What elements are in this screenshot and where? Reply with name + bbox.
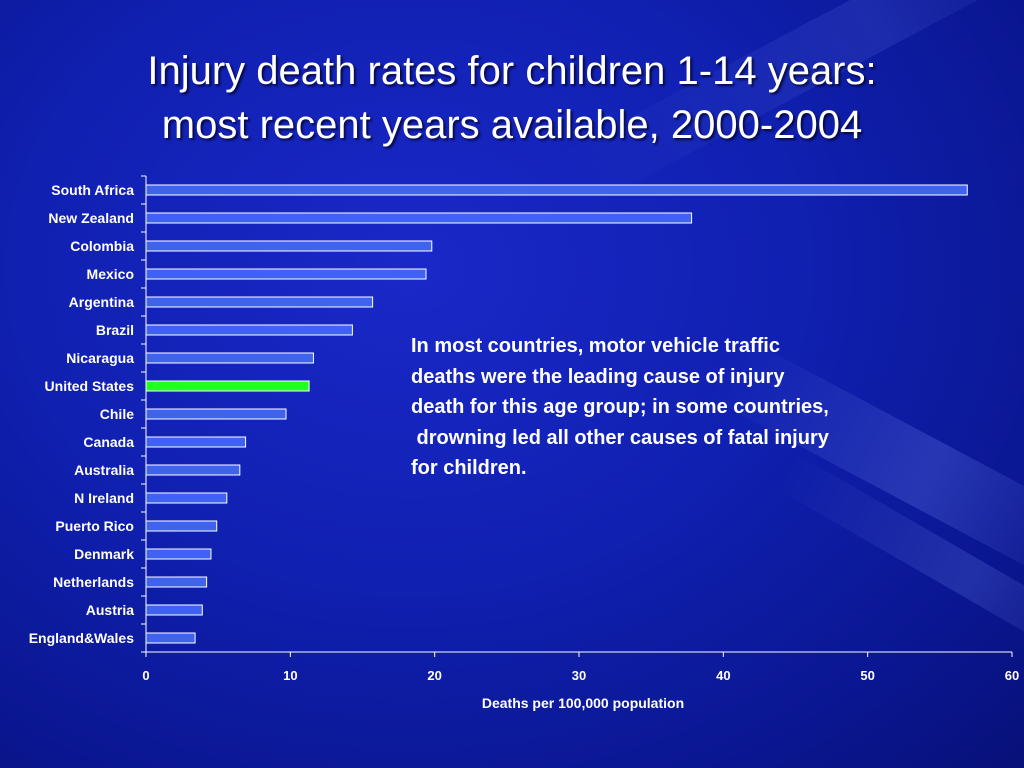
bar-canada (145, 436, 247, 448)
annotation-note: In most countries, motor vehicle traffic… (411, 331, 971, 484)
x-tick-label: 50 (860, 668, 874, 683)
slide-title-line-2: most recent years available, 2000-2004 (161, 103, 863, 147)
annotation-line-5: for children. (411, 457, 527, 479)
bar-netherlands (145, 576, 208, 588)
category-label: Chile (100, 406, 134, 422)
x-tick-label: 60 (1005, 668, 1019, 683)
x-tick-label: 10 (283, 668, 297, 683)
bar-puerto-rico (145, 520, 218, 532)
category-label: Brazil (96, 322, 134, 338)
bar-south-africa (145, 184, 968, 196)
bar-n-ireland (145, 492, 228, 504)
category-label: Australia (74, 462, 134, 478)
bar-colombia (145, 240, 433, 252)
category-label: Puerto Rico (55, 518, 134, 534)
category-label: South Africa (51, 182, 134, 198)
bar-argentina (145, 296, 374, 308)
bar-new-zealand (145, 212, 693, 224)
slide-title-line-1: Injury death rates for children 1-14 yea… (147, 49, 877, 93)
annotation-line-4: drowning led all other causes of fatal i… (411, 426, 829, 449)
bar-austria (145, 604, 203, 616)
annotation-line-3: death for this age group; in some countr… (411, 396, 829, 418)
bar-brazil (145, 324, 353, 336)
category-label: England&Wales (29, 630, 134, 646)
bar-united-states (145, 380, 310, 392)
category-label: New Zealand (48, 210, 134, 226)
x-tick-label: 30 (572, 668, 586, 683)
x-axis-title: Deaths per 100,000 population (482, 695, 684, 711)
category-label: Mexico (87, 266, 134, 282)
category-label: United States (45, 378, 135, 394)
bar-denmark (145, 548, 212, 560)
category-label: Argentina (69, 294, 135, 310)
bar-mexico (145, 268, 427, 280)
category-label: Denmark (74, 546, 134, 562)
category-label: Netherlands (53, 574, 134, 590)
category-label: Canada (83, 434, 134, 450)
bar-nicaragua (145, 352, 314, 364)
x-tick-label: 40 (716, 668, 730, 683)
bar-england-wales (145, 632, 196, 644)
category-label: N Ireland (74, 490, 134, 506)
slide-title: Injury death rates for children 1-14 yea… (0, 44, 1024, 152)
annotation-line-2: deaths were the leading cause of injury (411, 365, 785, 388)
category-label: Austria (86, 602, 134, 618)
category-label: Colombia (70, 238, 134, 254)
bar-australia (145, 464, 241, 476)
x-tick-label: 0 (142, 668, 149, 683)
x-tick-label: 20 (427, 668, 441, 683)
category-label: Nicaragua (66, 350, 134, 366)
bar-chile (145, 408, 287, 420)
annotation-line-1: In most countries, motor vehicle traffic (411, 335, 780, 357)
